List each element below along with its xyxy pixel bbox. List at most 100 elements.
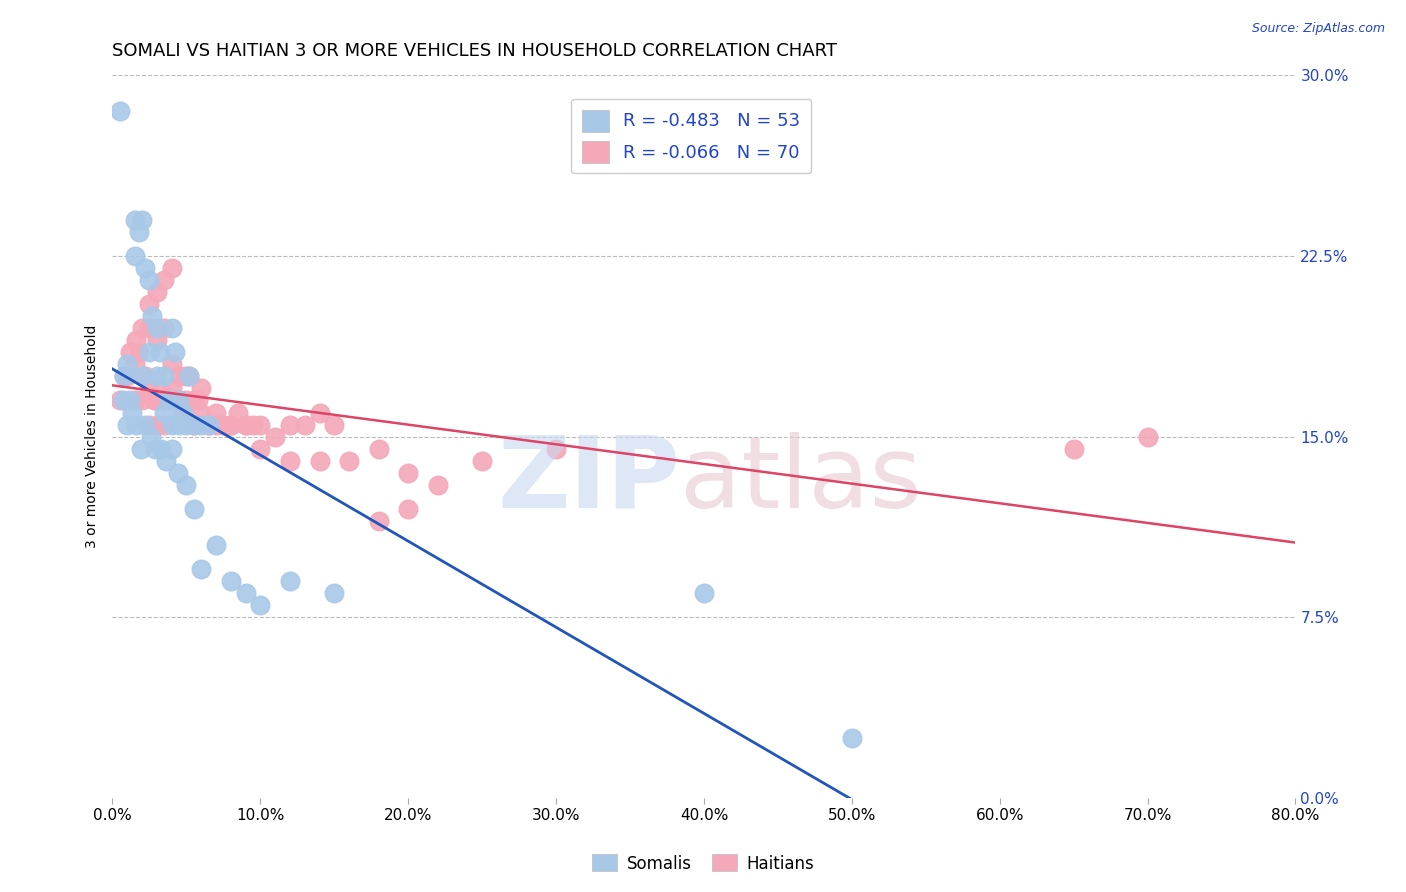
Point bbox=[138, 345, 160, 359]
Point bbox=[108, 393, 131, 408]
Point bbox=[183, 417, 205, 432]
Point bbox=[153, 393, 176, 408]
Point bbox=[131, 212, 153, 227]
Point bbox=[166, 466, 188, 480]
Point bbox=[235, 586, 257, 600]
Point bbox=[111, 393, 134, 408]
Point bbox=[172, 405, 194, 419]
Y-axis label: 3 or more Vehicles in Household: 3 or more Vehicles in Household bbox=[86, 325, 100, 549]
Point bbox=[308, 454, 330, 468]
Point bbox=[138, 273, 160, 287]
Point bbox=[426, 478, 449, 492]
Point bbox=[160, 381, 183, 395]
Point bbox=[153, 369, 176, 384]
Point bbox=[117, 357, 139, 371]
Point bbox=[167, 393, 190, 408]
Point bbox=[124, 393, 146, 408]
Point bbox=[112, 369, 135, 384]
Point bbox=[129, 442, 152, 456]
Point bbox=[167, 393, 190, 408]
Text: atlas: atlas bbox=[681, 432, 922, 528]
Legend: Somalis, Haitians: Somalis, Haitians bbox=[585, 847, 821, 880]
Point bbox=[138, 321, 160, 335]
Point bbox=[1063, 442, 1085, 456]
Point bbox=[160, 260, 183, 275]
Point bbox=[117, 417, 139, 432]
Point bbox=[249, 417, 271, 432]
Point bbox=[153, 405, 176, 419]
Point bbox=[131, 321, 153, 335]
Point bbox=[367, 442, 389, 456]
Text: SOMALI VS HAITIAN 3 OR MORE VEHICLES IN HOUSEHOLD CORRELATION CHART: SOMALI VS HAITIAN 3 OR MORE VEHICLES IN … bbox=[112, 42, 838, 60]
Point bbox=[179, 369, 201, 384]
Point bbox=[128, 225, 150, 239]
Point bbox=[120, 345, 142, 359]
Point bbox=[278, 417, 301, 432]
Point bbox=[323, 417, 346, 432]
Point bbox=[219, 417, 242, 432]
Point bbox=[163, 393, 186, 408]
Point bbox=[197, 417, 219, 432]
Point bbox=[155, 454, 177, 468]
Point bbox=[146, 321, 169, 335]
Point bbox=[112, 369, 135, 384]
Point bbox=[124, 249, 146, 263]
Point bbox=[121, 405, 143, 419]
Point bbox=[142, 393, 165, 408]
Point bbox=[125, 417, 148, 432]
Point bbox=[190, 417, 212, 432]
Point bbox=[149, 381, 172, 395]
Point bbox=[242, 417, 264, 432]
Point bbox=[841, 731, 863, 745]
Point bbox=[153, 417, 176, 432]
Point bbox=[157, 393, 180, 408]
Point bbox=[396, 502, 419, 516]
Point bbox=[134, 369, 156, 384]
Point bbox=[145, 442, 167, 456]
Point bbox=[128, 345, 150, 359]
Point bbox=[179, 369, 201, 384]
Point bbox=[108, 104, 131, 119]
Point bbox=[205, 405, 228, 419]
Point bbox=[124, 357, 146, 371]
Point bbox=[693, 586, 716, 600]
Point bbox=[131, 369, 153, 384]
Point bbox=[150, 442, 173, 456]
Point bbox=[176, 478, 198, 492]
Point bbox=[160, 417, 183, 432]
Point bbox=[219, 574, 242, 589]
Point bbox=[153, 321, 176, 335]
Point bbox=[183, 393, 205, 408]
Point bbox=[190, 405, 212, 419]
Text: ZIP: ZIP bbox=[498, 432, 681, 528]
Point bbox=[160, 321, 183, 335]
Point bbox=[176, 393, 198, 408]
Point bbox=[160, 357, 183, 371]
Point bbox=[183, 502, 205, 516]
Point bbox=[190, 381, 212, 395]
Point bbox=[235, 417, 257, 432]
Point bbox=[139, 429, 162, 443]
Point bbox=[546, 442, 568, 456]
Point bbox=[235, 417, 257, 432]
Point bbox=[149, 345, 172, 359]
Point bbox=[367, 514, 389, 528]
Point bbox=[125, 333, 148, 347]
Point bbox=[205, 417, 228, 432]
Point bbox=[146, 417, 169, 432]
Point bbox=[141, 309, 163, 323]
Point bbox=[190, 562, 212, 576]
Point bbox=[197, 417, 219, 432]
Point bbox=[157, 393, 180, 408]
Point bbox=[146, 393, 169, 408]
Point bbox=[134, 260, 156, 275]
Point bbox=[278, 454, 301, 468]
Point bbox=[138, 417, 160, 432]
Point bbox=[308, 405, 330, 419]
Point bbox=[278, 574, 301, 589]
Point bbox=[176, 369, 198, 384]
Point bbox=[146, 285, 169, 299]
Point bbox=[219, 417, 242, 432]
Point bbox=[264, 429, 287, 443]
Legend: R = -0.483   N = 53, R = -0.066   N = 70: R = -0.483 N = 53, R = -0.066 N = 70 bbox=[571, 99, 811, 173]
